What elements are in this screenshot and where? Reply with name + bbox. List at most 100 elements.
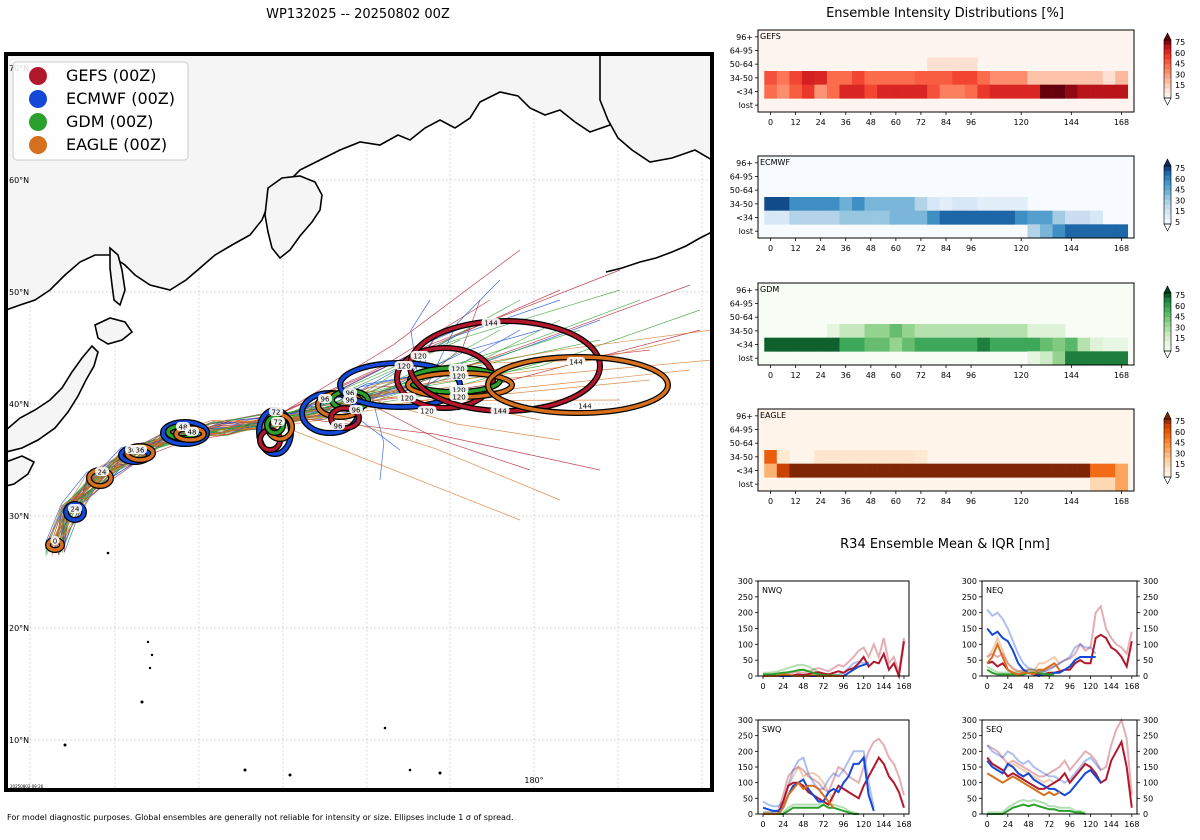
heatmap-cell xyxy=(952,463,966,478)
r34-ytick-label: 100 xyxy=(738,779,753,788)
r34-iqr-line-gdm xyxy=(986,665,1055,674)
heatmap-cell xyxy=(1014,71,1028,85)
heatmap-cell xyxy=(814,197,828,211)
r34-xtick-label: 72 xyxy=(818,820,828,829)
hour-label-bg xyxy=(343,395,357,404)
colorbar-segment xyxy=(1164,472,1171,478)
heatmap-cell xyxy=(1102,71,1116,85)
r34-iqr-line-gefs xyxy=(763,737,905,814)
heatmap-xtick-label: 60 xyxy=(891,371,901,380)
lat-label-10: 10°N xyxy=(9,736,29,745)
map-legend: GEFS (00Z) ECMWF (00Z) GDM (00Z) EAGLE (… xyxy=(12,61,189,161)
heatmap-cell xyxy=(1077,71,1091,85)
r34-ytick-label: 100 xyxy=(962,779,977,788)
heatmap-row-label: <34 xyxy=(736,214,753,223)
heatmap-cell xyxy=(1052,337,1066,352)
colorbar-max-arrow xyxy=(1163,158,1172,167)
colorbar-segment xyxy=(1164,59,1171,65)
heatmap-cell xyxy=(989,84,1003,99)
heatmap-cell xyxy=(776,84,790,99)
hour-label: 96 xyxy=(346,390,355,398)
heatmap-cell xyxy=(1102,351,1116,366)
heatmap-cell xyxy=(939,71,953,85)
heatmap-xtick-label: 144 xyxy=(1064,244,1079,253)
land-hokkaido xyxy=(94,317,134,345)
legend-label-gefs: GEFS (00Z) xyxy=(66,66,156,85)
heatmap-cell xyxy=(864,71,878,85)
heatmap-xtick-label: 120 xyxy=(1014,371,1029,380)
heatmap-xtick-label: 60 xyxy=(891,497,901,506)
r34-panels: R34 Ensemble Mean & IQR [nm] NWQ 0 24 48 72 9… xyxy=(738,537,1159,829)
colorbar-frame xyxy=(1163,39,1172,99)
colorbar-tick-label: 75 xyxy=(1175,38,1185,47)
heatmap-cell xyxy=(1102,84,1116,99)
heatmap-xtick-label: 60 xyxy=(891,118,901,127)
r34-ytick-label-right: 50 xyxy=(1143,794,1153,803)
colorbar-segment xyxy=(1164,83,1171,89)
heatmap-cell xyxy=(964,337,978,352)
heatmap-cell xyxy=(914,463,928,478)
hour-label-bg xyxy=(397,393,417,402)
heatmap-row-label: 64-95 xyxy=(730,173,753,182)
hour-label-bg xyxy=(318,394,332,403)
island xyxy=(63,743,67,747)
r34-mean-line-gdm xyxy=(987,803,1086,815)
lon-label-180: 180° xyxy=(524,776,543,785)
r34-ytick-label: 250 xyxy=(962,732,977,741)
colorbar-segment xyxy=(1164,322,1171,328)
hour-label: 120 xyxy=(452,394,465,402)
colorbar-segment xyxy=(1164,331,1171,337)
heatmap-cell xyxy=(852,463,865,478)
heatmap-cell xyxy=(952,84,966,99)
r34-xtick-label: 48 xyxy=(798,682,808,691)
r34-xtick-label: 48 xyxy=(1023,682,1033,691)
r34-ytick-label-right: 250 xyxy=(1143,593,1158,602)
r34-ytick-label: 0 xyxy=(972,672,977,681)
heatmap-cell xyxy=(889,71,903,85)
island xyxy=(146,640,150,644)
r34-ytick-label: 0 xyxy=(748,672,753,681)
heatmap-cell xyxy=(1090,224,1103,239)
r34-ytick-label-right: 50 xyxy=(1143,656,1153,665)
r34-xtick-label: 144 xyxy=(1104,682,1119,691)
colorbar-segment xyxy=(1164,199,1171,205)
colorbar-segment xyxy=(1164,185,1171,191)
colorbar-frame xyxy=(1163,165,1172,225)
r34-ytick-label: 50 xyxy=(967,794,977,803)
r34-xtick-label: 96 xyxy=(838,820,848,829)
heatmap-cell xyxy=(814,71,828,85)
heatmap-xtick-label: 0 xyxy=(768,371,773,380)
r34-xtick-label: 72 xyxy=(1044,682,1054,691)
lat-label-50: 50°N xyxy=(9,288,29,297)
colorbar-segment xyxy=(1164,433,1171,439)
heatmap-cell xyxy=(964,210,978,225)
heatmap-cell xyxy=(852,84,865,99)
colorbar-tick-label: 45 xyxy=(1175,60,1185,69)
hour-label-bg xyxy=(349,405,363,414)
heatmap-xtick-label: 84 xyxy=(941,118,951,127)
hour-label: 96 xyxy=(346,397,355,405)
heatmap-cell xyxy=(1090,84,1103,99)
heatmap-cell xyxy=(939,84,953,99)
heatmap-cell xyxy=(814,450,828,464)
heatmap-row-label: lost xyxy=(739,354,753,363)
heatmap-cell xyxy=(1115,224,1129,239)
heatmap-cell xyxy=(789,210,803,225)
hour-label: 120 xyxy=(400,395,413,403)
heatmap-cell xyxy=(939,57,953,72)
heatmap-cell xyxy=(1027,84,1041,99)
heatmap-cell xyxy=(902,450,915,464)
ensemble-track-eagle xyxy=(52,379,651,550)
colorbar-segment xyxy=(1164,326,1171,332)
heatmap-cell xyxy=(939,210,953,225)
r34-mean-line-ecmwf xyxy=(986,627,1096,678)
heatmap-cell xyxy=(1014,463,1028,478)
legend-marker-gdm xyxy=(29,113,47,131)
heatmap-cell xyxy=(776,463,790,478)
r34-xtick-label: 144 xyxy=(876,682,891,691)
colorbar-tick-label: 15 xyxy=(1175,207,1185,216)
heatmap-cell xyxy=(826,450,840,464)
r34-mean-line-eagle xyxy=(986,641,1061,676)
